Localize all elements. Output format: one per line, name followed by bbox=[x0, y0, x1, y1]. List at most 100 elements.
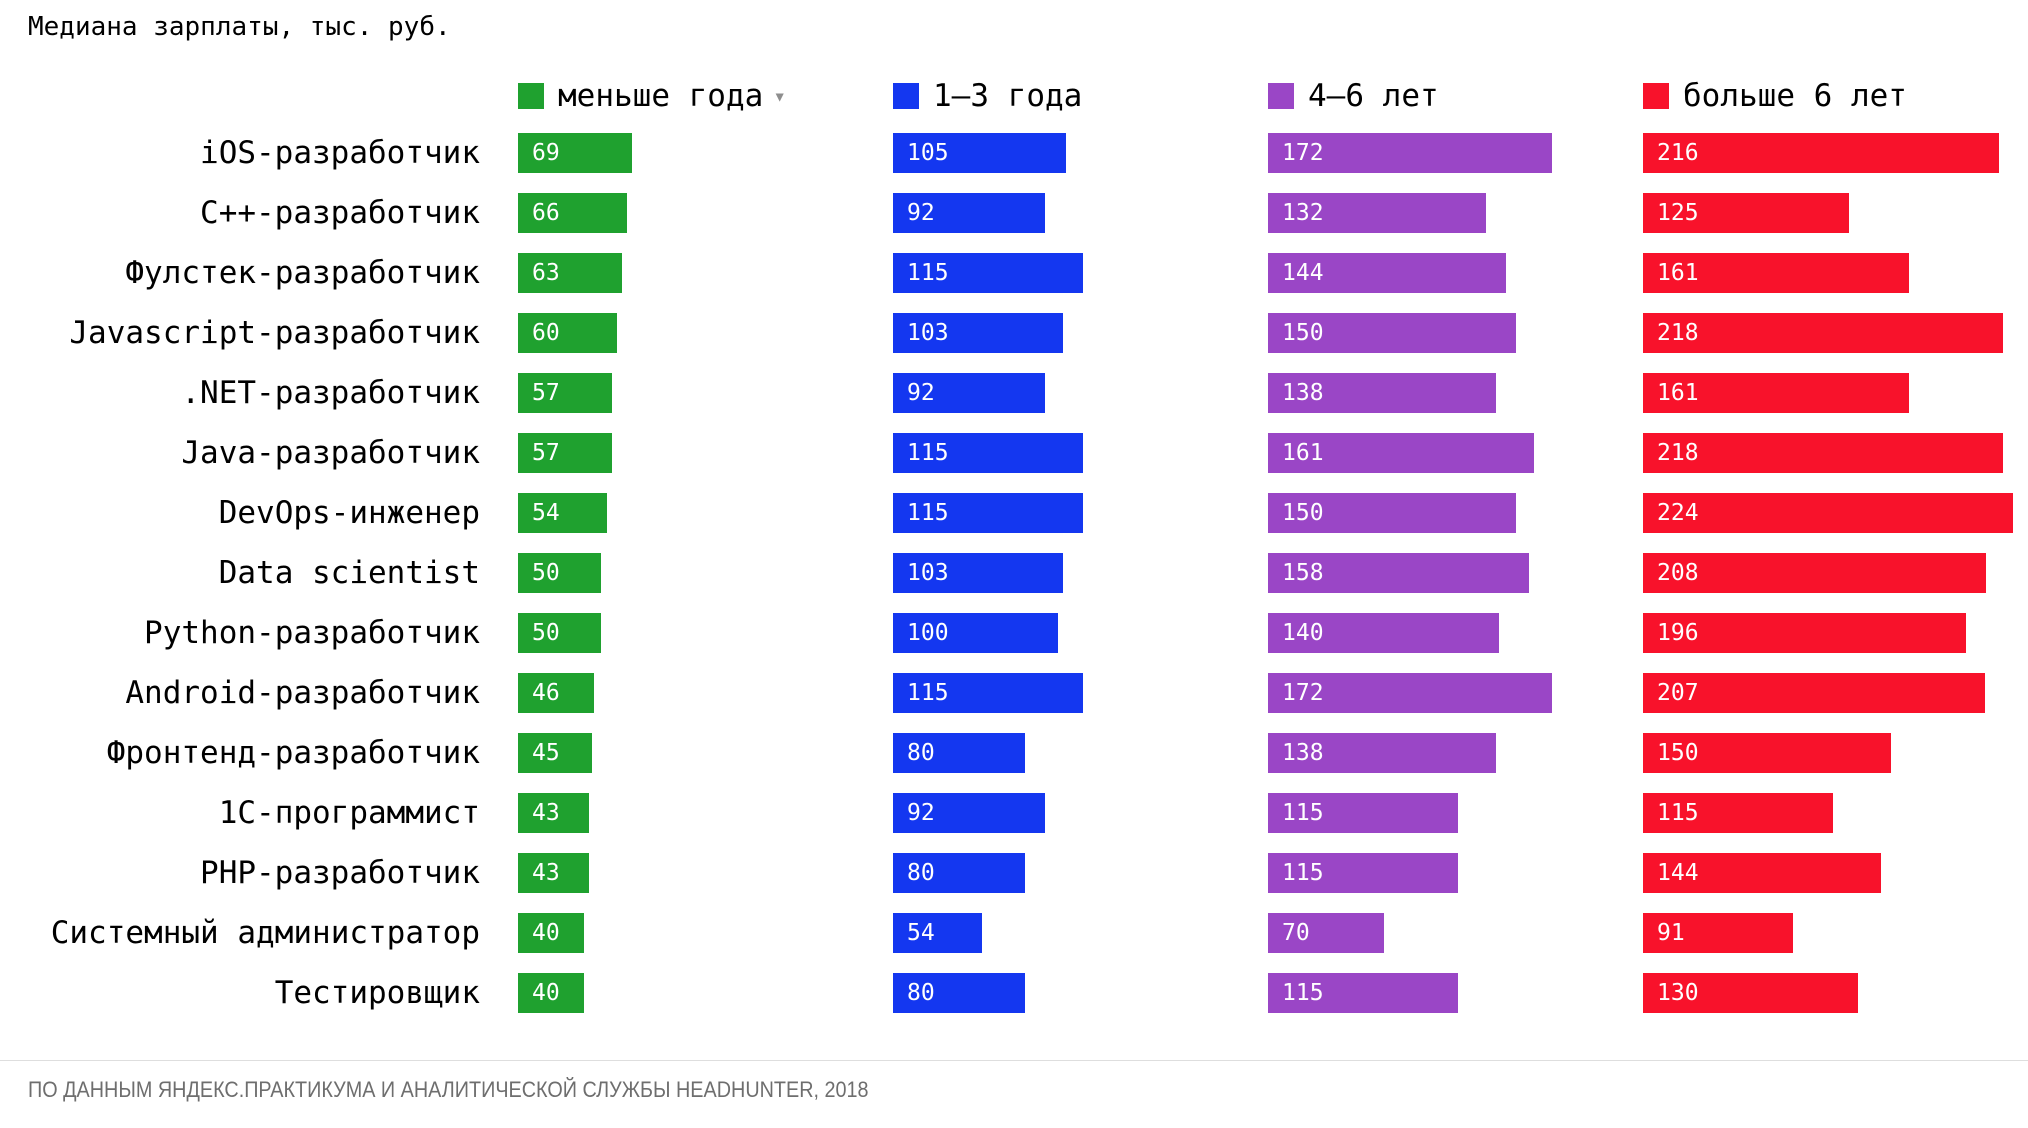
bar: 115 bbox=[893, 673, 1083, 713]
bar: 50 bbox=[518, 613, 601, 653]
row-bars: 50 100 140 196 bbox=[518, 613, 2018, 653]
row-label: Фронтенд-разработчик bbox=[106, 735, 480, 771]
chart-row: Системный администратор 40 54 70 91 bbox=[0, 903, 2028, 963]
bar-column-4: 218 bbox=[1643, 433, 2018, 473]
bar-column-3: 132 bbox=[1268, 193, 1643, 233]
bar-column-3: 172 bbox=[1268, 133, 1643, 173]
bar-column-1: 40 bbox=[518, 913, 893, 953]
bar: 43 bbox=[518, 793, 589, 833]
bar: 69 bbox=[518, 133, 632, 173]
bar-column-3: 158 bbox=[1268, 553, 1643, 593]
bar-column-2: 54 bbox=[893, 913, 1268, 953]
row-label: Java-разработчик bbox=[181, 435, 480, 471]
source-note: ПО ДАННЫМ ЯНДЕКС.ПРАКТИКУМА И АНАЛИТИЧЕС… bbox=[28, 1077, 869, 1102]
bar-column-4: 115 bbox=[1643, 793, 2018, 833]
bar: 161 bbox=[1643, 253, 1909, 293]
bar: 158 bbox=[1268, 553, 1529, 593]
bar-column-4: 224 bbox=[1643, 493, 2018, 533]
legend-item-1[interactable]: меньше года ▾ bbox=[518, 78, 893, 114]
bar-column-1: 50 bbox=[518, 553, 893, 593]
bar-column-4: 161 bbox=[1643, 373, 2018, 413]
bar: 54 bbox=[518, 493, 607, 533]
bar: 66 bbox=[518, 193, 627, 233]
bar-column-2: 105 bbox=[893, 133, 1268, 173]
row-label: Python-разработчик bbox=[144, 615, 480, 651]
row-label: .NET-разработчик bbox=[181, 375, 480, 411]
bar: 92 bbox=[893, 193, 1045, 233]
row-bars: 60 103 150 218 bbox=[518, 313, 2018, 353]
bar: 207 bbox=[1643, 673, 1985, 713]
bar-column-3: 115 bbox=[1268, 853, 1643, 893]
row-label: Android-разработчик bbox=[125, 675, 480, 711]
bar-column-3: 144 bbox=[1268, 253, 1643, 293]
row-label: Тестировщик bbox=[274, 975, 480, 1011]
bar: 218 bbox=[1643, 433, 2003, 473]
bar: 138 bbox=[1268, 733, 1496, 773]
chart-row: 1C-программист 43 92 115 115 bbox=[0, 783, 2028, 843]
bar-column-2: 115 bbox=[893, 253, 1268, 293]
bar: 196 bbox=[1643, 613, 1966, 653]
bar-column-3: 150 bbox=[1268, 493, 1643, 533]
bar: 63 bbox=[518, 253, 622, 293]
legend-item-2[interactable]: 1–3 года bbox=[893, 78, 1268, 114]
bar-column-4: 144 bbox=[1643, 853, 2018, 893]
chart-row: Фронтенд-разработчик 45 80 138 150 bbox=[0, 723, 2028, 783]
chart-row: .NET-разработчик 57 92 138 161 bbox=[0, 363, 2028, 423]
bar-column-3: 70 bbox=[1268, 913, 1643, 953]
chart-row: iOS-разработчик 69 105 172 216 bbox=[0, 123, 2028, 183]
bar: 150 bbox=[1268, 313, 1516, 353]
bar-column-3: 115 bbox=[1268, 973, 1643, 1013]
row-bars: 57 92 138 161 bbox=[518, 373, 2018, 413]
row-label: Фулстек-разработчик bbox=[125, 255, 480, 291]
bar: 40 bbox=[518, 913, 584, 953]
bar-column-2: 103 bbox=[893, 313, 1268, 353]
bar: 144 bbox=[1643, 853, 1881, 893]
bar: 45 bbox=[518, 733, 592, 773]
chart-row: Тестировщик 40 80 115 130 bbox=[0, 963, 2028, 1023]
bar: 224 bbox=[1643, 493, 2013, 533]
bar-column-3: 150 bbox=[1268, 313, 1643, 353]
row-bars: 50 103 158 208 bbox=[518, 553, 2018, 593]
bar: 46 bbox=[518, 673, 594, 713]
bar: 150 bbox=[1268, 493, 1516, 533]
bar: 92 bbox=[893, 793, 1045, 833]
bar: 115 bbox=[1268, 853, 1458, 893]
chart-row: Фулстек-разработчик 63 115 144 161 bbox=[0, 243, 2028, 303]
bar-column-1: 54 bbox=[518, 493, 893, 533]
bar-column-4: 218 bbox=[1643, 313, 2018, 353]
bar: 208 bbox=[1643, 553, 1986, 593]
bar: 105 bbox=[893, 133, 1066, 173]
row-bars: 69 105 172 216 bbox=[518, 133, 2018, 173]
bar: 115 bbox=[893, 253, 1083, 293]
bar: 103 bbox=[893, 313, 1063, 353]
bar-column-1: 45 bbox=[518, 733, 893, 773]
bar: 115 bbox=[1268, 973, 1458, 1013]
row-bars: 63 115 144 161 bbox=[518, 253, 2018, 293]
bar: 140 bbox=[1268, 613, 1499, 653]
bar: 161 bbox=[1643, 373, 1909, 413]
bar-column-4: 91 bbox=[1643, 913, 2018, 953]
legend-item-4[interactable]: больше 6 лет bbox=[1643, 78, 2018, 114]
bar: 54 bbox=[893, 913, 982, 953]
bar-column-4: 207 bbox=[1643, 673, 2018, 713]
bar-column-1: 57 bbox=[518, 373, 893, 413]
row-bars: 40 54 70 91 bbox=[518, 913, 2018, 953]
bar-column-3: 172 bbox=[1268, 673, 1643, 713]
legend-label: меньше года bbox=[558, 78, 764, 114]
chart-row: Javascript-разработчик 60 103 150 218 bbox=[0, 303, 2028, 363]
bar: 130 bbox=[1643, 973, 1858, 1013]
legend-item-3[interactable]: 4–6 лет bbox=[1268, 78, 1643, 114]
bar-column-1: 69 bbox=[518, 133, 893, 173]
chart-row: DevOps-инженер 54 115 150 224 bbox=[0, 483, 2028, 543]
bar: 91 bbox=[1643, 913, 1793, 953]
row-bars: 46 115 172 207 bbox=[518, 673, 2018, 713]
row-bars: 54 115 150 224 bbox=[518, 493, 2018, 533]
chart-rows: iOS-разработчик 69 105 172 216 C++-разработчи… bbox=[0, 123, 2028, 1023]
bar: 161 bbox=[1268, 433, 1534, 473]
chart-row: Data scientist 50 103 158 208 bbox=[0, 543, 2028, 603]
row-bars: 57 115 161 218 bbox=[518, 433, 2018, 473]
bar: 115 bbox=[893, 493, 1083, 533]
bar-column-2: 92 bbox=[893, 193, 1268, 233]
bar: 60 bbox=[518, 313, 617, 353]
